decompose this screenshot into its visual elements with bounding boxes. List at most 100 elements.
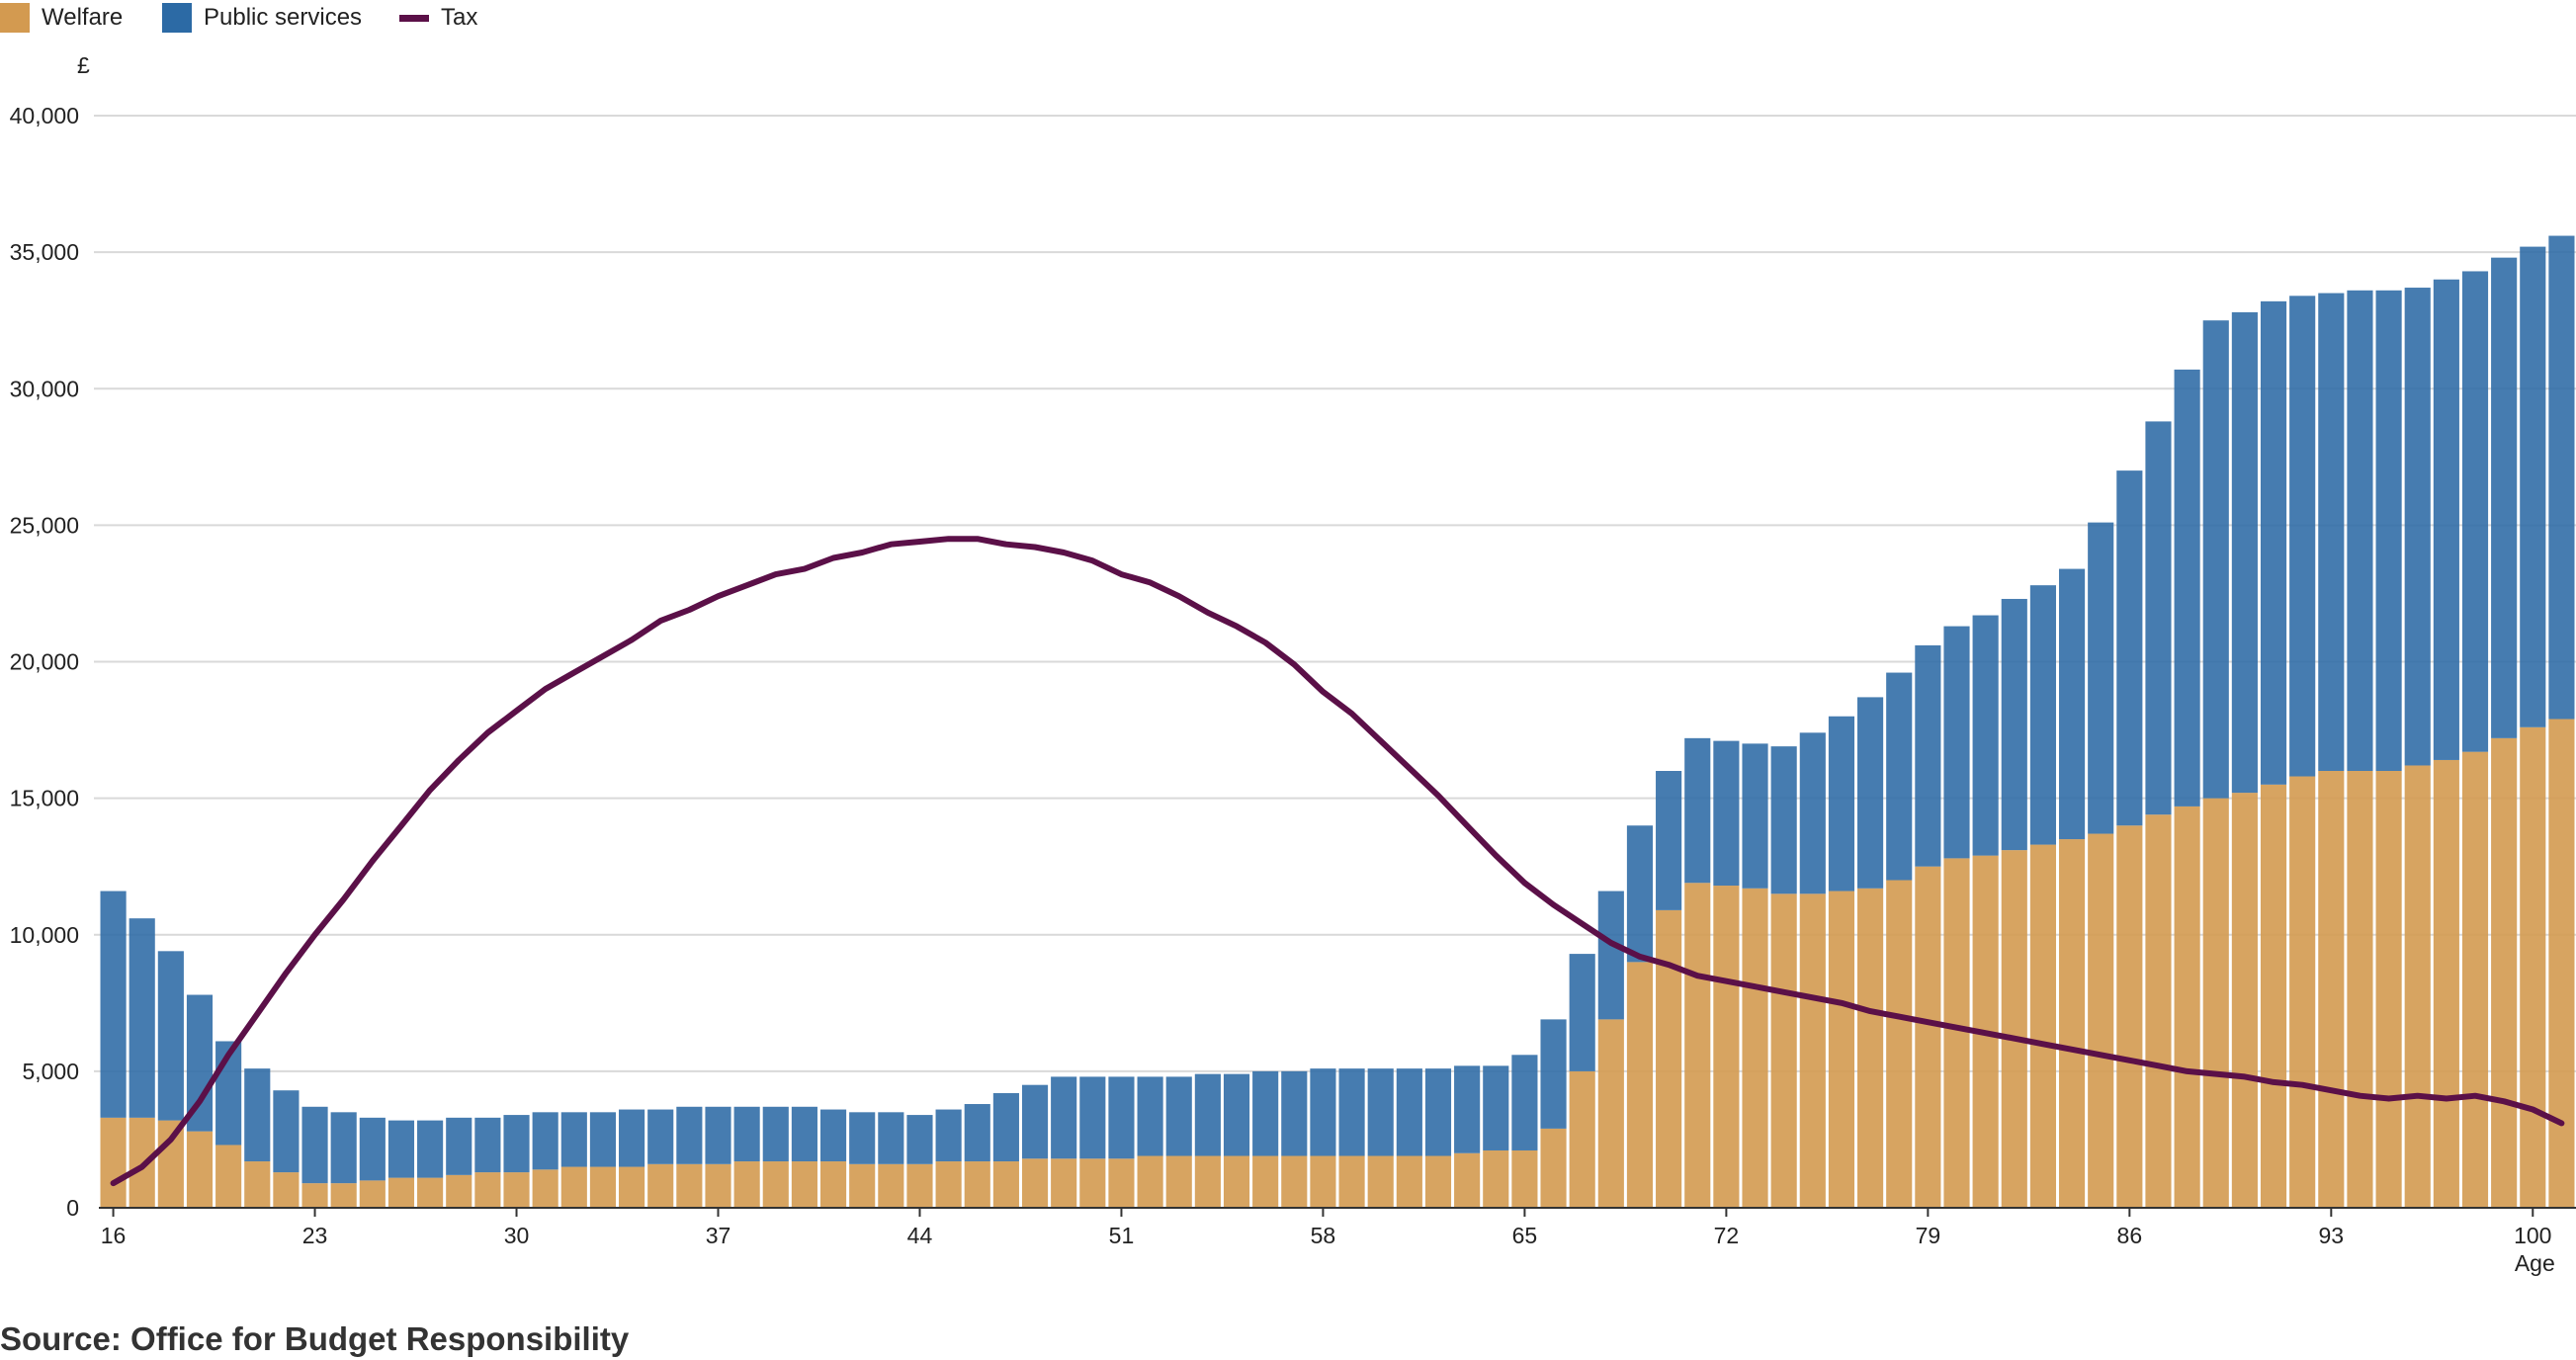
bar-welfare <box>1857 888 1884 1208</box>
bar-welfare <box>1367 1155 1394 1208</box>
bar-public-services <box>2116 470 2143 826</box>
bar-welfare <box>1626 962 1654 1208</box>
bar-welfare <box>705 1163 731 1208</box>
bar-public-services <box>1569 954 1595 1071</box>
bar-public-services <box>1424 1068 1452 1156</box>
bar-public-services <box>1454 1065 1481 1153</box>
bar-welfare <box>2116 825 2143 1208</box>
bar-welfare <box>1713 886 1740 1208</box>
bar-welfare <box>1108 1158 1135 1208</box>
bar-public-services <box>1396 1068 1422 1156</box>
bar-public-services <box>446 1117 472 1175</box>
bar-public-services <box>1742 743 1768 889</box>
x-tick-label: 51 <box>1109 1223 1135 1248</box>
bar-public-services <box>2318 293 2345 771</box>
bar-public-services <box>1223 1073 1250 1156</box>
bar-welfare <box>244 1161 271 1208</box>
bar-welfare <box>1483 1149 1509 1208</box>
bar-public-services <box>1540 1019 1567 1129</box>
bar-public-services <box>474 1117 501 1173</box>
bar-welfare <box>619 1166 645 1208</box>
legend-welfare-swatch <box>0 3 30 33</box>
bar-welfare <box>503 1172 530 1208</box>
bar-welfare <box>2289 776 2316 1208</box>
x-tick-label: 58 <box>1311 1223 1336 1248</box>
bar-public-services <box>1367 1068 1394 1156</box>
y-axis-unit: £ <box>77 52 90 78</box>
bar-public-services <box>906 1115 933 1164</box>
bar-welfare <box>1886 880 1913 1208</box>
bar-public-services <box>1252 1070 1279 1156</box>
bar-welfare <box>791 1161 817 1208</box>
bar-welfare <box>560 1166 587 1208</box>
bar-public-services <box>619 1109 645 1167</box>
bar-public-services <box>157 951 184 1121</box>
x-axis-label: Age <box>2515 1250 2555 1276</box>
bar-public-services <box>1194 1073 1221 1156</box>
bar-welfare <box>1079 1158 1106 1208</box>
bar-public-services <box>1281 1070 1308 1156</box>
legend-tax: Tax <box>399 0 477 36</box>
bar-public-services <box>1626 825 1654 963</box>
x-tick-label: 44 <box>907 1223 933 1248</box>
bar-welfare <box>2260 784 2287 1208</box>
bar-public-services <box>387 1120 415 1178</box>
x-tick-label: 16 <box>101 1223 127 1248</box>
bar-public-services <box>1857 697 1884 889</box>
bar-public-services <box>2260 300 2287 785</box>
x-tick-label: 100 <box>2514 1223 2551 1248</box>
bar-public-services <box>2461 271 2489 752</box>
bar-public-services <box>2001 598 2027 851</box>
bar-welfare <box>301 1183 328 1208</box>
bar-public-services <box>532 1112 558 1170</box>
bar-welfare <box>1684 883 1711 1208</box>
legend-welfare: Welfare <box>0 0 123 36</box>
bar-welfare <box>129 1117 155 1208</box>
bar-public-services <box>935 1109 962 1162</box>
bar-welfare <box>417 1177 444 1208</box>
x-tick-label: 86 <box>2117 1223 2143 1248</box>
bar-welfare <box>1511 1149 1538 1208</box>
legend-public-services: Public services <box>162 0 362 36</box>
bar-welfare <box>878 1163 904 1208</box>
bar-welfare <box>2347 771 2373 1208</box>
bar-welfare <box>100 1117 127 1208</box>
bar-welfare <box>359 1180 386 1208</box>
bar-welfare <box>2058 839 2086 1208</box>
x-tick-label: 37 <box>706 1223 731 1248</box>
bar-public-services <box>2058 568 2086 840</box>
bar-welfare <box>1137 1155 1163 1208</box>
bar-public-services <box>1310 1068 1336 1156</box>
bar-public-services <box>273 1090 300 1173</box>
bar-welfare <box>1597 1019 1624 1208</box>
bar-welfare <box>2088 833 2114 1208</box>
bar-public-services <box>1886 672 1913 881</box>
bar-public-services <box>2491 257 2518 738</box>
bars <box>100 235 2575 1208</box>
bar-public-services <box>1108 1076 1135 1159</box>
bar-welfare <box>532 1169 558 1208</box>
bar-welfare <box>1828 891 1855 1208</box>
bar-welfare <box>2491 737 2518 1208</box>
bar-public-services <box>1051 1076 1077 1159</box>
bar-welfare <box>1742 888 1768 1208</box>
bar-public-services <box>2289 296 2316 777</box>
tax-line <box>110 536 2565 1187</box>
bar-welfare <box>1252 1155 1279 1208</box>
bar-public-services <box>1972 615 1999 856</box>
legend-tax-line <box>399 14 429 22</box>
y-tick-label: 40,000 <box>10 103 79 128</box>
bar-public-services <box>733 1106 760 1162</box>
x-tick-label: 72 <box>1714 1223 1740 1248</box>
bar-public-services <box>1079 1076 1106 1159</box>
bar-welfare <box>1165 1155 1192 1208</box>
bar-welfare <box>2520 726 2546 1208</box>
bar-welfare <box>1223 1155 1250 1208</box>
bar-welfare <box>1454 1152 1481 1208</box>
bar-welfare <box>589 1166 617 1208</box>
bar-public-services <box>1799 732 1826 894</box>
bar-public-services <box>676 1106 703 1164</box>
bar-welfare <box>935 1161 962 1208</box>
bar-public-services <box>2404 288 2431 766</box>
bar-welfare <box>387 1177 415 1208</box>
